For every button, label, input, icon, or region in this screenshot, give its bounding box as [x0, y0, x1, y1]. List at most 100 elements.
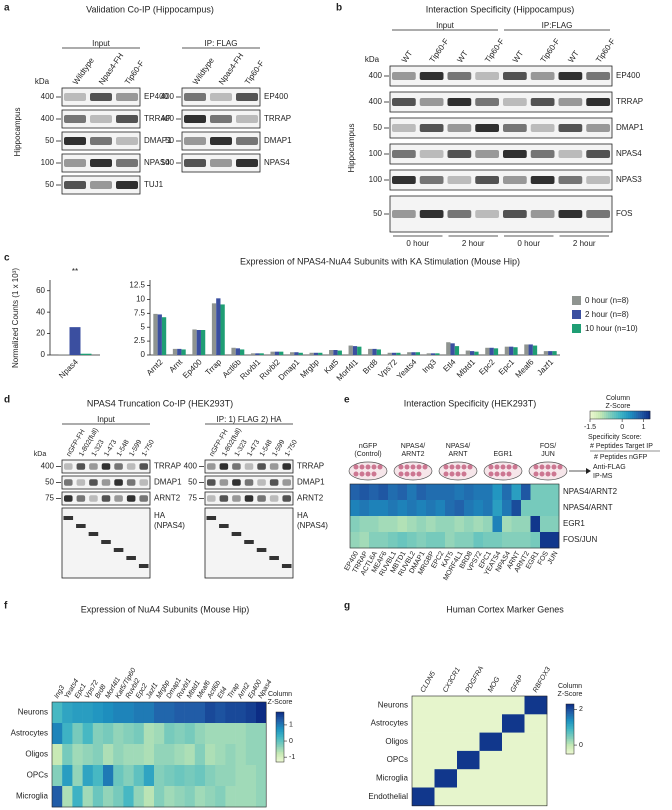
bar [469, 351, 475, 355]
cell-icon [371, 464, 377, 470]
x-tick-label: Epc2 [477, 357, 497, 377]
kda-label: kDa [35, 77, 50, 86]
colorbar-step [276, 712, 284, 715]
protein-label: TRRAP [616, 97, 643, 106]
colorbar-step [276, 737, 284, 740]
protein-label: TUJ1 [144, 180, 164, 189]
blot-band [207, 495, 216, 502]
colorbar-step [600, 411, 603, 419]
cell-icon [410, 464, 416, 470]
heatmap-cell [521, 484, 531, 501]
colorbar-step [626, 411, 629, 419]
colorbar-step [608, 411, 611, 419]
heatmap-cell [123, 702, 134, 724]
blot-band [101, 479, 111, 486]
colorbar-step [590, 411, 593, 419]
marker-label: 400 [161, 114, 175, 123]
cell-icon [539, 464, 545, 470]
heatmap-cell [369, 532, 379, 549]
colorbar-step [276, 720, 284, 723]
colorbar-step [276, 727, 284, 730]
heatmap-cell [416, 500, 427, 517]
bar [450, 343, 455, 355]
timepoint-label: 0 hour [517, 239, 540, 248]
blot-band [257, 463, 266, 470]
group-header: IP: FLAG [205, 39, 238, 48]
blot-band [101, 463, 111, 470]
cell-icon [422, 464, 428, 470]
blot-band [139, 479, 148, 486]
blot-band [256, 548, 267, 552]
lane-label: Wildtype [71, 56, 96, 87]
blot-band [419, 210, 444, 218]
cell-icon [461, 471, 467, 477]
heatmap-cell [154, 723, 165, 745]
heatmap-cell [397, 516, 408, 533]
protein-label: HA [154, 511, 166, 520]
heatmap-cell [235, 744, 247, 766]
heatmap-cell [483, 484, 493, 501]
blot-band [88, 532, 99, 536]
blot-band [210, 137, 232, 145]
heatmap-cell [245, 723, 257, 745]
blot-band [236, 137, 258, 145]
blot-band [63, 516, 74, 520]
score-legend: # Peptides Target IP [590, 443, 653, 450]
colorbar-step [276, 753, 284, 756]
heatmap-cell [205, 765, 216, 787]
heatmap-cell [426, 532, 436, 549]
heatmap-cell [549, 532, 560, 549]
heatmap-cell [133, 744, 145, 766]
bar [513, 347, 518, 355]
heatmap-cell [479, 696, 503, 715]
heatmap-cell [524, 696, 548, 715]
lane-label: 1-750 [141, 439, 156, 458]
panel-title: Interaction Specificity (HEK293T) [404, 398, 537, 408]
y-tick-label: 5 [141, 322, 146, 331]
colorbar-step [646, 411, 649, 419]
heatmap-cell [369, 516, 379, 533]
protein-label: NPAS4 [264, 158, 290, 167]
colorbar-step [276, 715, 284, 718]
cell-icon [539, 471, 545, 477]
timepoint-label: 0 hour [406, 239, 429, 248]
heatmap-frame [411, 695, 548, 807]
colorbar-step [566, 705, 574, 708]
heatmap-cell [256, 744, 267, 766]
cell-icon [545, 471, 551, 477]
y-tick-label: 7.5 [134, 308, 146, 317]
lane-label: Tip60-F [594, 37, 617, 65]
colorbar-step [604, 411, 607, 419]
bar [172, 348, 178, 355]
bar [357, 346, 362, 355]
colorbar-tick-label: 0 [620, 424, 624, 431]
heatmap-cell [511, 484, 522, 501]
heatmap-cell [164, 765, 175, 787]
bar [289, 352, 295, 355]
colorbar-tick-label: 1 [642, 424, 646, 431]
bar [352, 346, 358, 355]
bar [465, 350, 470, 355]
cell-icon [449, 471, 455, 477]
colorbar-step [606, 411, 609, 419]
colorbar-title: Z-Score [268, 699, 293, 706]
marker-label: 100 [369, 175, 383, 184]
blot-band [530, 150, 555, 158]
heatmap-cell [434, 732, 458, 752]
blot-band [89, 463, 98, 470]
heatmap-cell [92, 744, 104, 766]
blot-band [101, 540, 111, 544]
heatmap-cell [483, 500, 493, 517]
cell-icon [359, 464, 365, 470]
heatmap-cell [225, 765, 236, 787]
colorbar-step [598, 411, 601, 419]
lane-label: WT [455, 49, 470, 64]
x-tick-label: Npas4 [57, 357, 80, 380]
heatmap-cell [174, 744, 185, 766]
heatmap-cell [256, 765, 267, 787]
blot-band [114, 495, 123, 502]
heatmap-cell [457, 750, 480, 770]
blot-band [90, 181, 112, 189]
condition-label: NPAS4/ [446, 443, 470, 450]
